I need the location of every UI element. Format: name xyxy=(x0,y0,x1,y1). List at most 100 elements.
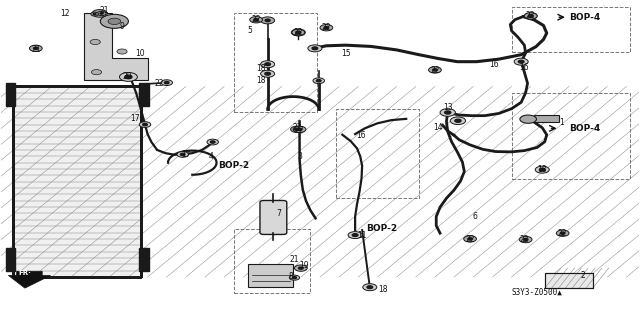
Bar xyxy=(13,86,141,277)
Circle shape xyxy=(180,153,185,156)
Circle shape xyxy=(433,69,437,71)
Circle shape xyxy=(464,236,476,242)
Text: 16: 16 xyxy=(356,131,366,140)
Bar xyxy=(234,13,317,112)
Circle shape xyxy=(429,67,442,73)
Text: 18: 18 xyxy=(538,165,547,174)
Bar xyxy=(13,86,141,277)
Bar xyxy=(248,264,293,287)
Text: 18: 18 xyxy=(378,285,387,294)
Text: 21: 21 xyxy=(99,6,109,15)
Text: 7: 7 xyxy=(276,209,281,218)
Bar xyxy=(13,86,141,277)
Circle shape xyxy=(524,238,528,241)
Bar xyxy=(13,86,141,277)
Bar xyxy=(13,86,141,277)
Bar xyxy=(13,86,141,277)
Circle shape xyxy=(324,26,328,29)
Circle shape xyxy=(529,15,533,17)
Bar xyxy=(13,86,141,277)
Bar xyxy=(6,83,15,106)
Circle shape xyxy=(265,19,270,22)
Circle shape xyxy=(260,70,275,77)
Text: 9: 9 xyxy=(120,22,124,31)
Text: 19: 19 xyxy=(300,261,309,271)
Bar xyxy=(13,86,141,277)
Bar xyxy=(13,86,141,277)
Circle shape xyxy=(93,13,96,15)
Bar xyxy=(13,86,141,277)
Bar xyxy=(13,86,141,277)
Text: BOP-4: BOP-4 xyxy=(569,124,600,133)
Circle shape xyxy=(299,267,303,269)
Text: 22: 22 xyxy=(430,66,440,75)
Text: 12: 12 xyxy=(60,9,69,18)
Circle shape xyxy=(514,58,528,65)
Bar xyxy=(13,86,141,277)
Circle shape xyxy=(289,275,300,280)
Bar xyxy=(13,86,141,277)
Circle shape xyxy=(211,141,215,143)
Text: BOP-2: BOP-2 xyxy=(366,224,397,233)
FancyBboxPatch shape xyxy=(260,200,287,234)
Circle shape xyxy=(455,119,461,122)
Circle shape xyxy=(91,12,99,16)
Circle shape xyxy=(143,123,147,126)
Circle shape xyxy=(529,15,533,17)
Bar xyxy=(140,83,149,106)
Text: 22: 22 xyxy=(292,123,302,132)
Circle shape xyxy=(291,29,305,36)
Circle shape xyxy=(468,238,472,240)
Circle shape xyxy=(164,81,169,84)
Bar xyxy=(13,86,141,277)
Circle shape xyxy=(367,286,372,289)
Bar xyxy=(511,93,630,179)
Text: 11: 11 xyxy=(356,231,366,240)
Circle shape xyxy=(312,47,317,50)
Text: 17: 17 xyxy=(130,114,140,123)
Text: 22: 22 xyxy=(526,11,536,20)
Bar xyxy=(13,86,141,277)
Text: 5: 5 xyxy=(247,26,252,35)
Text: 20: 20 xyxy=(122,72,132,81)
Bar xyxy=(13,86,141,277)
Circle shape xyxy=(520,115,536,123)
Text: 21: 21 xyxy=(31,45,40,55)
Text: 4: 4 xyxy=(209,152,214,161)
Bar xyxy=(13,86,141,277)
Polygon shape xyxy=(8,271,51,288)
Circle shape xyxy=(561,232,565,234)
Bar xyxy=(13,86,141,277)
Bar xyxy=(511,7,630,51)
Circle shape xyxy=(348,232,362,239)
Text: 2: 2 xyxy=(580,271,586,280)
Circle shape xyxy=(254,19,259,21)
Circle shape xyxy=(524,13,537,19)
Bar xyxy=(13,86,141,277)
Text: 22: 22 xyxy=(465,235,475,244)
Text: 22: 22 xyxy=(154,79,164,88)
Circle shape xyxy=(117,49,127,54)
Circle shape xyxy=(535,166,549,173)
Circle shape xyxy=(207,139,218,145)
Bar xyxy=(13,86,141,277)
Text: 22: 22 xyxy=(322,23,331,32)
Bar xyxy=(13,86,141,277)
Circle shape xyxy=(298,128,302,130)
Bar xyxy=(13,86,141,277)
Circle shape xyxy=(90,40,100,45)
Circle shape xyxy=(519,236,532,243)
Bar xyxy=(13,86,141,277)
Bar xyxy=(13,86,141,277)
Text: 10: 10 xyxy=(135,48,145,58)
Circle shape xyxy=(260,61,275,68)
Bar xyxy=(13,86,141,277)
Bar xyxy=(13,86,141,277)
Circle shape xyxy=(108,18,121,25)
Circle shape xyxy=(33,47,38,49)
Text: 6: 6 xyxy=(472,211,477,220)
Circle shape xyxy=(293,126,306,132)
Bar xyxy=(13,86,141,277)
Bar xyxy=(13,86,141,277)
Bar xyxy=(13,86,141,277)
